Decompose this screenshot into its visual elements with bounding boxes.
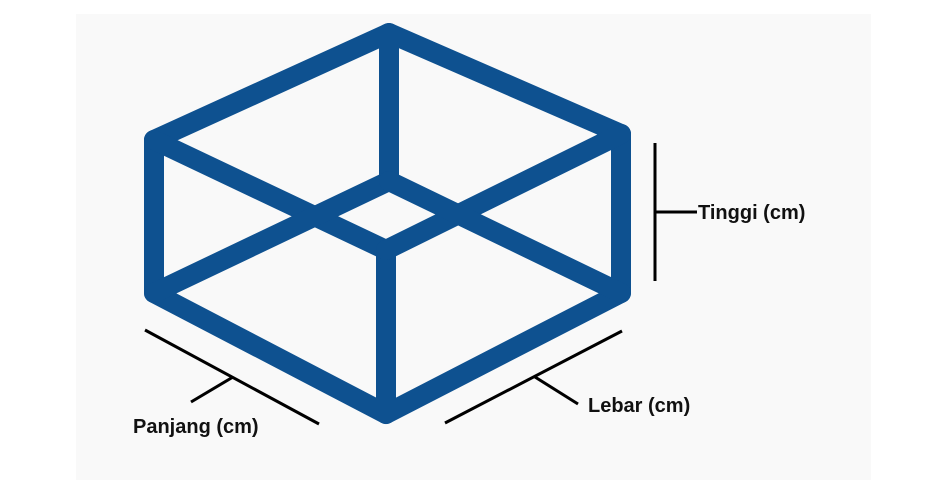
- width-dimension: [444, 329, 623, 425]
- height-dimension: [653, 143, 697, 281]
- length-leader-line: [190, 375, 234, 404]
- width-label: Lebar (cm): [588, 395, 690, 417]
- frame-front-right-top-edge: [376, 124, 631, 260]
- frame-back-left-bottom-edge: [144, 171, 399, 303]
- width-dimension-line: [444, 329, 623, 425]
- box-frame: [144, 23, 631, 424]
- width-leader-line: [534, 375, 579, 406]
- diagram-panel: [76, 14, 871, 480]
- length-dimension: [144, 328, 320, 426]
- length-label: Panjang (cm): [133, 416, 259, 438]
- frame-back-right-bottom-edge: [379, 171, 631, 303]
- frame-front-left-top-edge: [144, 130, 396, 260]
- height-label: Tinggi (cm): [698, 202, 805, 224]
